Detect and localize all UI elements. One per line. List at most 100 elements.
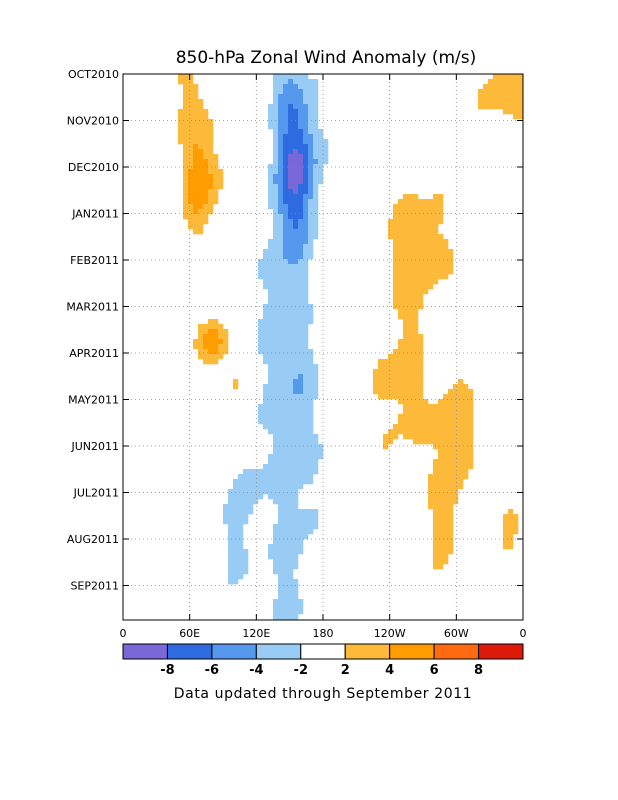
anomaly-cell xyxy=(268,274,274,280)
anomaly-cell xyxy=(413,434,419,440)
anomaly-cell xyxy=(403,209,409,215)
anomaly-cell xyxy=(273,614,279,620)
anomaly-cell xyxy=(293,394,299,400)
anomaly-cell xyxy=(383,359,389,365)
anomaly-cell xyxy=(263,254,269,260)
anomaly-cell xyxy=(273,534,279,540)
anomaly-cell xyxy=(408,254,414,260)
anomaly-cell xyxy=(193,219,199,225)
anomaly-cell xyxy=(243,499,249,505)
anomaly-cell xyxy=(433,239,439,245)
anomaly-cell xyxy=(293,459,299,465)
anomaly-cell xyxy=(293,374,299,380)
anomaly-cell xyxy=(233,504,239,510)
anomaly-cell xyxy=(278,339,284,345)
anomaly-cell xyxy=(298,159,304,165)
anomaly-cell xyxy=(183,189,189,195)
anomaly-cell xyxy=(303,89,309,95)
anomaly-cell xyxy=(513,514,519,520)
anomaly-cell xyxy=(508,109,514,115)
anomaly-cell xyxy=(293,179,299,185)
anomaly-cell xyxy=(288,219,294,225)
anomaly-cell xyxy=(423,274,429,280)
anomaly-cell xyxy=(288,104,294,110)
anomaly-cell xyxy=(303,289,309,295)
anomaly-cell xyxy=(408,214,414,220)
anomaly-cell xyxy=(258,469,264,475)
anomaly-cell xyxy=(188,104,194,110)
anomaly-cell xyxy=(298,204,304,210)
anomaly-cell xyxy=(428,264,434,270)
anomaly-cell xyxy=(203,354,209,360)
anomaly-cell xyxy=(233,549,239,555)
anomaly-cell xyxy=(273,129,279,135)
anomaly-cell xyxy=(293,389,299,395)
anomaly-cell xyxy=(183,114,189,120)
anomaly-cell xyxy=(303,474,309,480)
anomaly-cell xyxy=(498,99,504,105)
anomaly-cell xyxy=(388,379,394,385)
anomaly-cell xyxy=(273,74,279,80)
anomaly-cell xyxy=(243,554,249,560)
anomaly-cell xyxy=(508,519,514,525)
anomaly-cell xyxy=(218,344,224,350)
anomaly-cell xyxy=(388,224,394,230)
anomaly-cell xyxy=(313,439,319,445)
anomaly-cell xyxy=(193,119,199,125)
anomaly-cell xyxy=(408,209,414,215)
anomaly-cell xyxy=(183,84,189,90)
anomaly-cell xyxy=(388,394,394,400)
anomaly-cell xyxy=(438,259,444,265)
anomaly-cell xyxy=(278,169,284,175)
anomaly-cell xyxy=(263,334,269,340)
anomaly-cell xyxy=(283,274,289,280)
anomaly-cell xyxy=(198,339,204,345)
anomaly-cell xyxy=(428,414,434,420)
anomaly-cell xyxy=(403,234,409,240)
anomaly-cell xyxy=(408,194,414,200)
anomaly-cell xyxy=(283,164,289,170)
anomaly-cell xyxy=(453,429,459,435)
anomaly-cell xyxy=(303,534,309,540)
anomaly-cell xyxy=(268,459,274,465)
anomaly-cell xyxy=(233,529,239,535)
anomaly-cell xyxy=(303,214,309,220)
anomaly-cell xyxy=(378,369,384,375)
anomaly-cell xyxy=(453,489,459,495)
anomaly-cell xyxy=(283,214,289,220)
anomaly-cell xyxy=(273,284,279,290)
anomaly-cell xyxy=(188,194,194,200)
anomaly-cell xyxy=(288,124,294,130)
anomaly-cell xyxy=(513,114,519,120)
anomaly-cell xyxy=(518,74,523,80)
anomaly-cell xyxy=(498,84,504,90)
anomaly-cell xyxy=(413,249,419,255)
anomaly-cell xyxy=(313,229,319,235)
anomaly-cell xyxy=(408,319,414,325)
anomaly-cell xyxy=(443,424,449,430)
anomaly-cell xyxy=(438,529,444,535)
anomaly-cell xyxy=(438,214,444,220)
anomaly-cell xyxy=(273,339,279,345)
anomaly-cell xyxy=(263,274,269,280)
anomaly-cell xyxy=(383,444,389,450)
anomaly-cell xyxy=(308,309,314,315)
anomaly-cell xyxy=(513,79,519,85)
anomaly-cell xyxy=(428,244,434,250)
anomaly-cell xyxy=(198,129,204,135)
anomaly-cell xyxy=(308,169,314,175)
anomaly-cell xyxy=(403,214,409,220)
anomaly-cell xyxy=(293,499,299,505)
anomaly-cell xyxy=(293,89,299,95)
anomaly-cell xyxy=(243,494,249,500)
anomaly-cell xyxy=(288,494,294,500)
anomaly-cell xyxy=(273,104,279,110)
anomaly-cell xyxy=(303,284,309,290)
anomaly-cell xyxy=(373,384,379,390)
anomaly-cell xyxy=(443,519,449,525)
anomaly-cell xyxy=(313,149,319,155)
anomaly-cell xyxy=(283,134,289,140)
anomaly-cell xyxy=(428,219,434,225)
anomaly-cell xyxy=(448,259,454,265)
anomaly-cell xyxy=(403,264,409,270)
